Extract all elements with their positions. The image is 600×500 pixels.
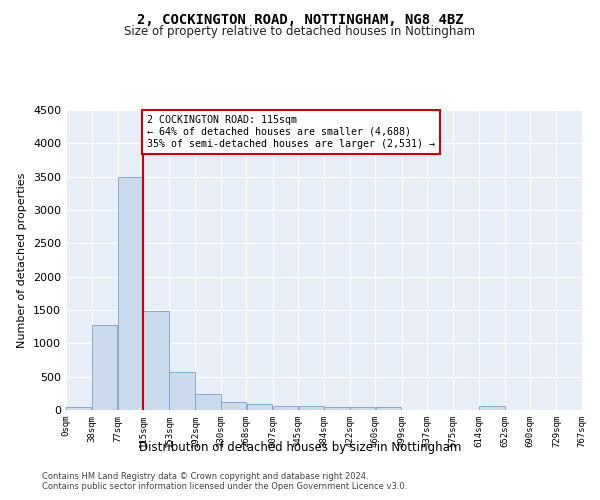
Text: Size of property relative to detached houses in Nottingham: Size of property relative to detached ho… bbox=[124, 25, 476, 38]
Text: Distribution of detached houses by size in Nottingham: Distribution of detached houses by size … bbox=[139, 441, 461, 454]
Bar bbox=[195, 394, 221, 410]
Bar bbox=[143, 312, 169, 410]
Bar bbox=[299, 406, 324, 410]
Bar bbox=[92, 326, 118, 410]
Bar bbox=[66, 408, 91, 410]
Bar bbox=[325, 406, 350, 410]
Bar bbox=[118, 176, 143, 410]
Bar bbox=[169, 372, 195, 410]
Bar bbox=[479, 406, 505, 410]
Bar bbox=[221, 402, 246, 410]
Text: Contains HM Land Registry data © Crown copyright and database right 2024.: Contains HM Land Registry data © Crown c… bbox=[42, 472, 368, 481]
Bar bbox=[272, 406, 298, 410]
Bar bbox=[376, 408, 401, 410]
Text: 2, COCKINGTON ROAD, NOTTINGHAM, NG8 4BZ: 2, COCKINGTON ROAD, NOTTINGHAM, NG8 4BZ bbox=[137, 12, 463, 26]
Text: Contains public sector information licensed under the Open Government Licence v3: Contains public sector information licen… bbox=[42, 482, 407, 491]
Bar bbox=[350, 407, 376, 410]
Y-axis label: Number of detached properties: Number of detached properties bbox=[17, 172, 28, 348]
Bar bbox=[247, 404, 272, 410]
Text: 2 COCKINGTON ROAD: 115sqm
← 64% of detached houses are smaller (4,688)
35% of se: 2 COCKINGTON ROAD: 115sqm ← 64% of detac… bbox=[147, 116, 435, 148]
